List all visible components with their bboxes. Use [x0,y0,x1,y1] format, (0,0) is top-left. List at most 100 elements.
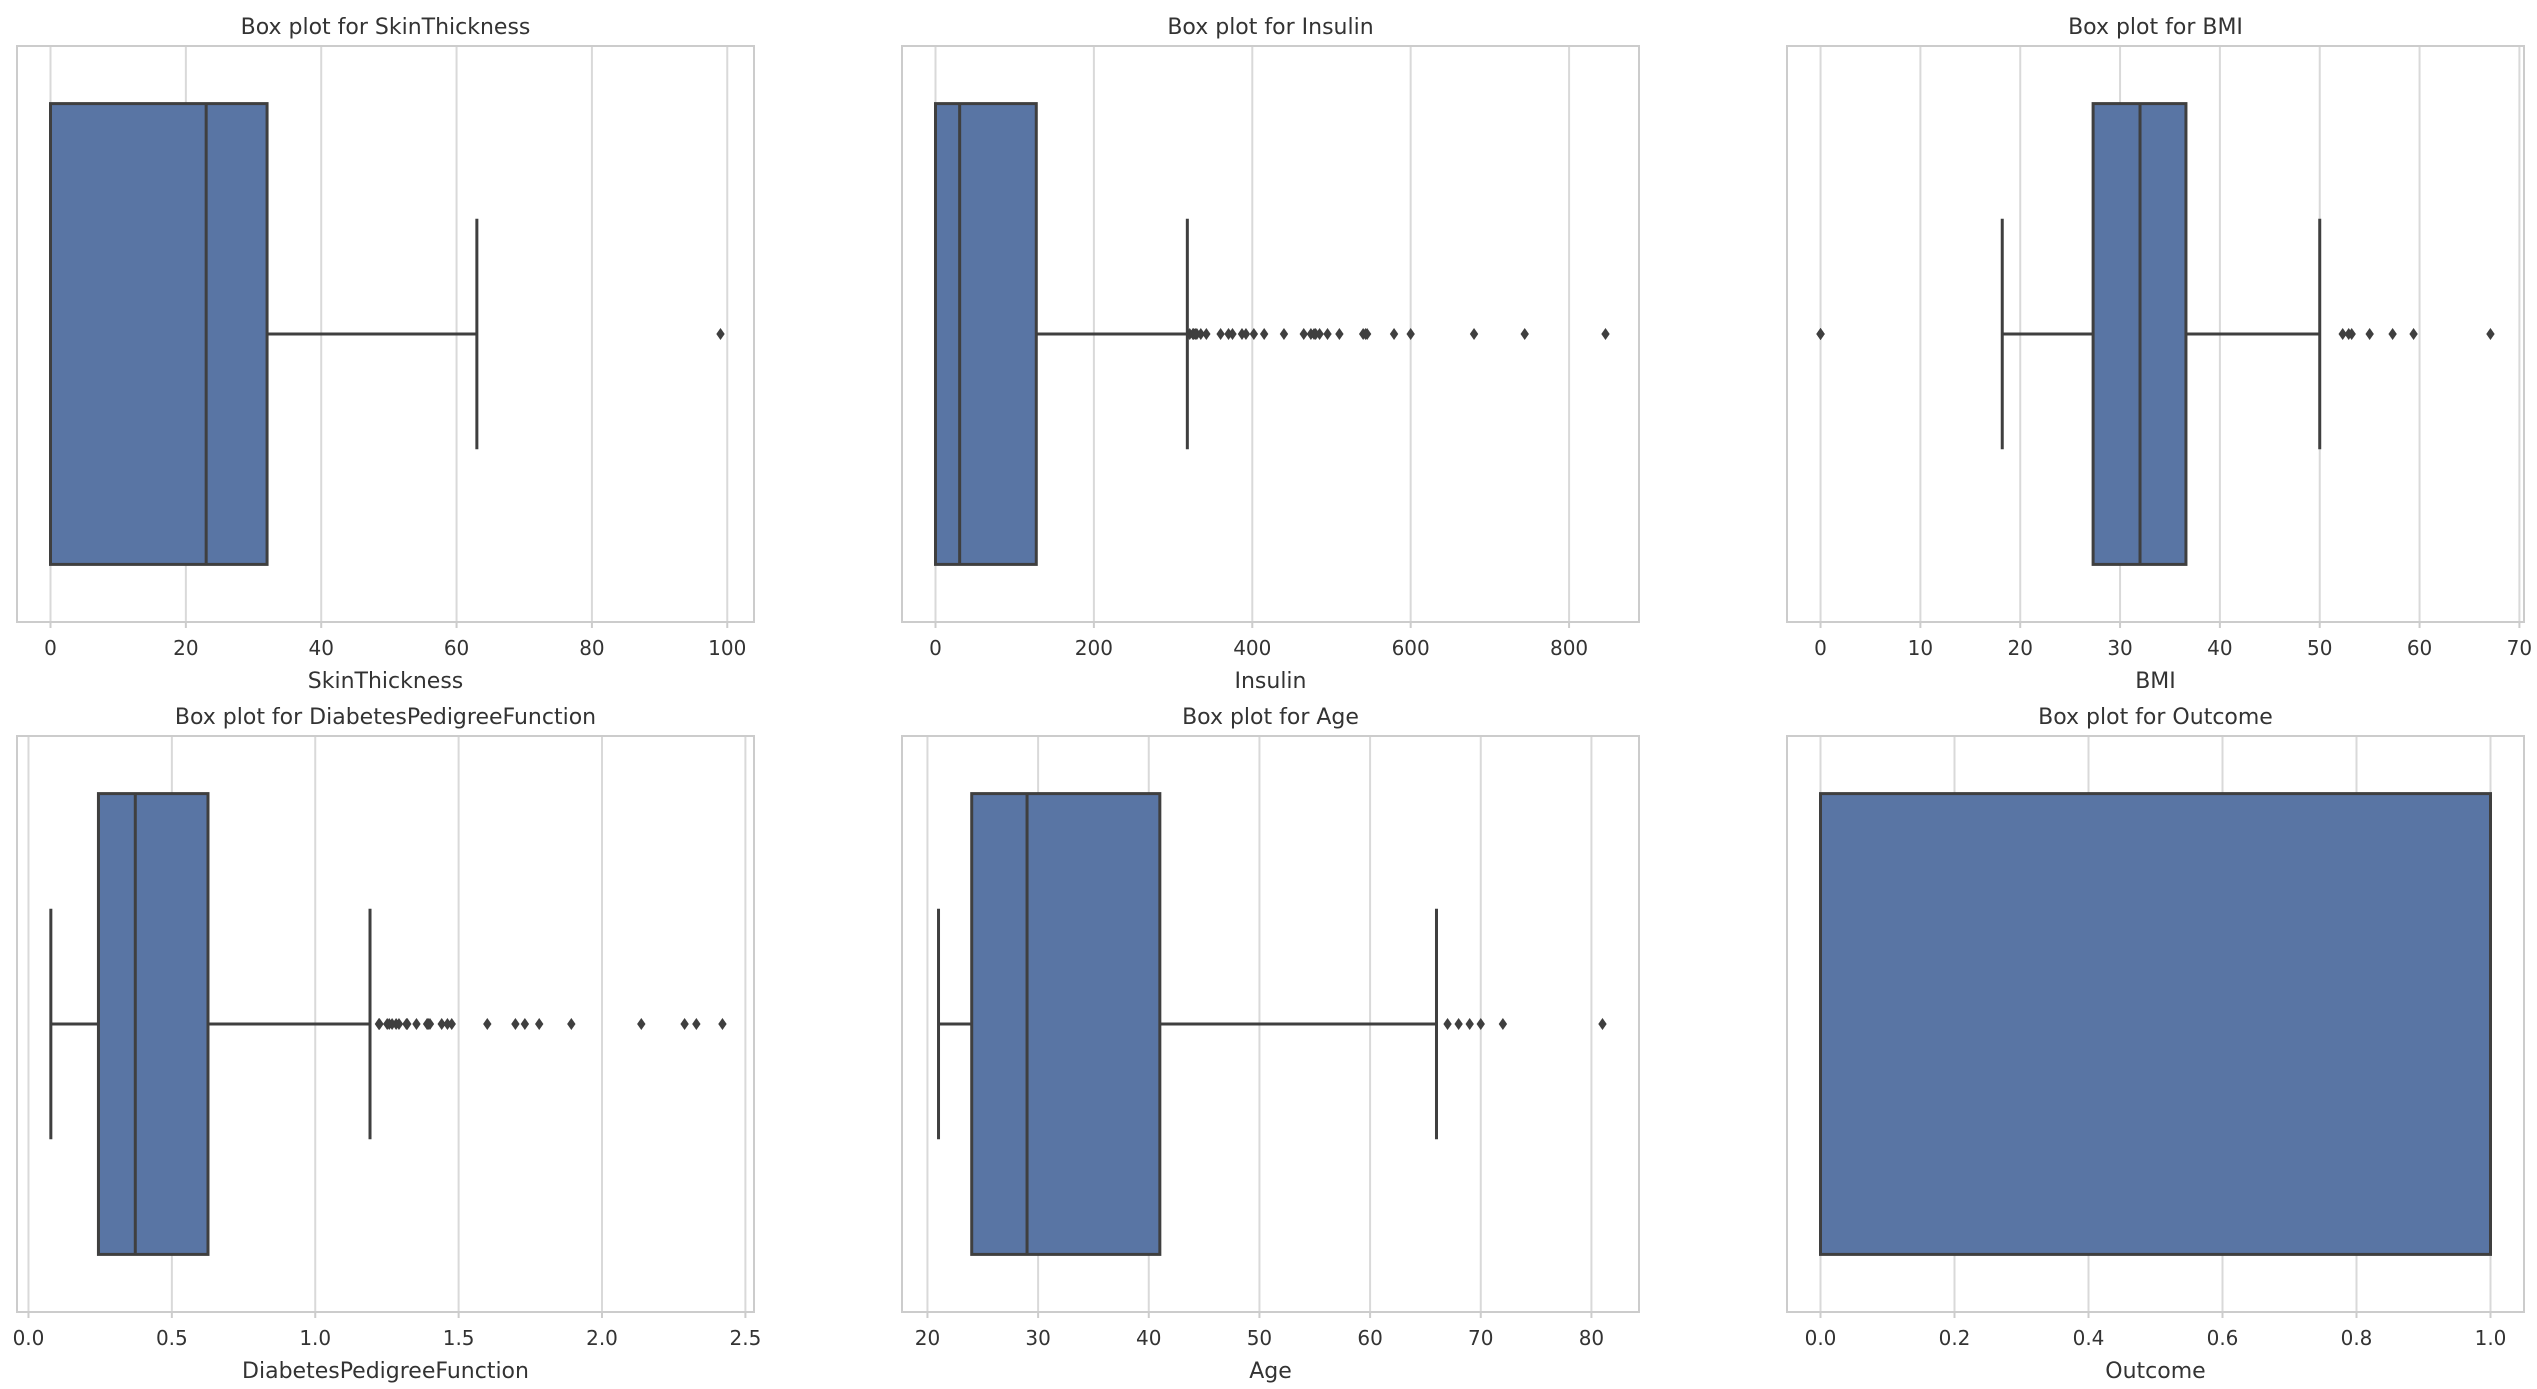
outlier-point [1520,328,1529,340]
outlier-point [567,1018,576,1030]
outlier-point [1598,1018,1607,1030]
outlier-point [1362,328,1372,340]
outlier-point [447,1018,456,1030]
x-tick-label: 0.8 [2341,1326,2373,1350]
x-tick-label: 80 [579,636,604,660]
x-axis-label: Age [1249,1359,1292,1384]
outlier-point [2338,328,2347,340]
outlier-point [1498,1018,1508,1030]
outlier-point [520,1018,530,1030]
x-tick-label: 2.5 [729,1326,761,1350]
chart-title: Box plot for Outcome [2038,705,2273,730]
iqr-box [970,792,1162,1256]
x-tick-label: 600 [1392,636,1430,660]
panel-5: 20 30 40 50 60 70 80 Age Box plot for Age [901,705,1640,1384]
outlier-point [1406,328,1415,340]
x-tick-label: 20 [173,636,198,660]
x-axis-label: SkinThickness [308,669,464,694]
iqr-box [934,102,1038,566]
outlier-point [1315,328,1324,340]
iqr-box [96,792,210,1256]
outlier-point [1335,328,1344,340]
outlier-point [2409,328,2418,340]
outlier-point [1241,328,1251,340]
x-tick-label: 0 [929,636,942,660]
x-tick-label: 70 [1468,1326,1493,1350]
outlier-point [375,1018,384,1030]
panel-6: 0.0 0.2 0.4 0.6 0.8 1.0 Outcome Box plot for Ou… [1786,705,2525,1384]
iqr-box [49,102,269,566]
x-tick-label: 60 [1357,1326,1382,1350]
x-tick-label: 0.6 [2207,1326,2239,1350]
outlier-point [1476,1018,1485,1030]
outlier-point [1216,328,1225,340]
outlier-point [412,1018,421,1030]
outlier-point [394,1018,404,1030]
x-tick-label: 60 [2407,636,2432,660]
outlier-point [1443,1018,1452,1030]
iqr-box [1819,792,2492,1256]
chart-title: Box plot for SkinThickness [241,15,531,40]
plot-frame [901,735,1640,1313]
x-tick-label: 20 [915,1326,940,1350]
x-tick-label: 10 [1908,636,1933,660]
plot-frame [16,45,755,623]
outlier-point [483,1018,492,1030]
outlier-point [1601,328,1610,340]
outlier-point [718,1018,727,1030]
x-tick-label: 1.5 [443,1326,475,1350]
outlier-point [1202,328,1211,340]
x-tick-label: 80 [1579,1326,1604,1350]
x-tick-label: 0 [44,636,57,660]
x-tick-label: 0.0 [1805,1326,1837,1350]
x-tick-label: 40 [1136,1326,1161,1350]
outlier-point [403,1018,412,1030]
outlier-point [437,1018,446,1030]
outlier-point [511,1018,520,1030]
x-axis-label: Insulin [1234,669,1306,694]
outlier-point [1196,328,1206,340]
x-tick-label: 400 [1233,636,1271,660]
outlier-point [692,1018,701,1030]
outlier-point [680,1018,689,1030]
outlier-point [1228,328,1237,340]
outlier-point [425,1018,435,1030]
x-tick-label: 30 [2107,636,2132,660]
x-tick-label: 40 [308,636,333,660]
x-tick-label: 50 [2307,636,2332,660]
outlier-point [1259,328,1269,340]
outlier-point [2486,328,2495,340]
outlier-point [1249,328,1259,340]
x-tick-label: 1.0 [2475,1326,2507,1350]
x-tick-label: 800 [1550,636,1588,660]
x-tick-label: 200 [1075,636,1113,660]
x-tick-label: 40 [2207,636,2232,660]
x-tick-label: 20 [2007,636,2032,660]
chart-title: Box plot for Insulin [1167,15,1373,40]
outlier-point [443,1018,452,1030]
plot-frame [16,735,755,1313]
outlier-point [1389,328,1399,340]
chart-title: Box plot for DiabetesPedigreeFunction [175,705,596,730]
chart-title: Box plot for BMI [2068,15,2243,40]
x-tick-label: 0.2 [1939,1326,1971,1350]
panel-1: 0 20 40 60 80 100 SkinThickness Box plot for Sk… [16,15,755,694]
outlier-point [1454,1018,1463,1030]
panel-4: 0.0 0.5 1.0 1.5 2.0 2.5 DiabetesPedigreeFuncti… [13,705,762,1384]
outlier-point [1465,1018,1474,1030]
x-tick-label: 60 [444,636,469,660]
outlier-point [2365,328,2374,340]
outlier-point [637,1018,646,1030]
outlier-point [2347,328,2356,340]
outlier-point [1279,328,1289,340]
x-axis-label: BMI [2135,669,2176,694]
chart-title: Box plot for Age [1182,705,1359,730]
outlier-point [1299,328,1308,340]
outlier-point [1323,328,1332,340]
x-tick-label: 100 [708,636,746,660]
panel-2: 0 200 400 600 800 Insulin Box plot for Insulin [901,15,1640,694]
x-tick-label: 50 [1247,1326,1272,1350]
outlier-point [2388,328,2397,340]
